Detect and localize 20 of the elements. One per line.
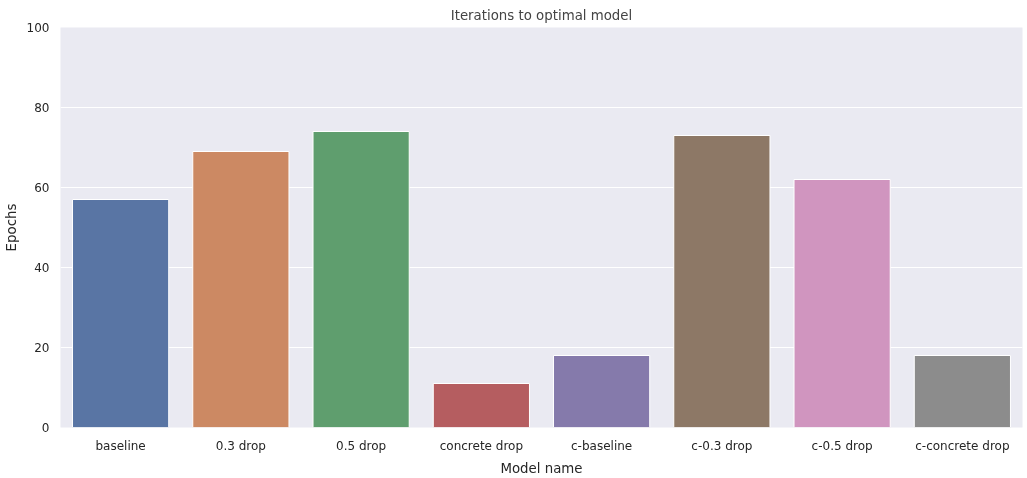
x-tick-label: c-baseline xyxy=(571,438,633,453)
x-axis-title: Model name xyxy=(500,460,583,476)
x-tick-label: concrete drop xyxy=(439,438,524,453)
y-tick-label: 40 xyxy=(34,261,50,275)
x-tick-label: c-0.3 drop xyxy=(691,438,753,453)
x-tick-label: c-concrete drop xyxy=(915,438,1010,453)
y-axis-title: Epochs xyxy=(3,203,19,252)
x-tick-label: 0.5 drop xyxy=(336,438,387,453)
chart-title: Iterations to optimal model xyxy=(450,7,633,23)
bar xyxy=(913,355,1011,428)
y-tick-label: 80 xyxy=(34,101,50,115)
y-tick-label: 0 xyxy=(41,421,50,435)
x-tick-label: c-0.5 drop xyxy=(811,438,873,453)
y-tick-label: 100 xyxy=(26,21,50,35)
x-tick-label: 0.3 drop xyxy=(215,438,266,453)
y-tick-label: 60 xyxy=(34,181,50,195)
bar xyxy=(553,355,651,428)
y-tick-label: 20 xyxy=(34,341,50,355)
bar xyxy=(432,383,530,428)
x-tick-label: baseline xyxy=(95,438,146,453)
